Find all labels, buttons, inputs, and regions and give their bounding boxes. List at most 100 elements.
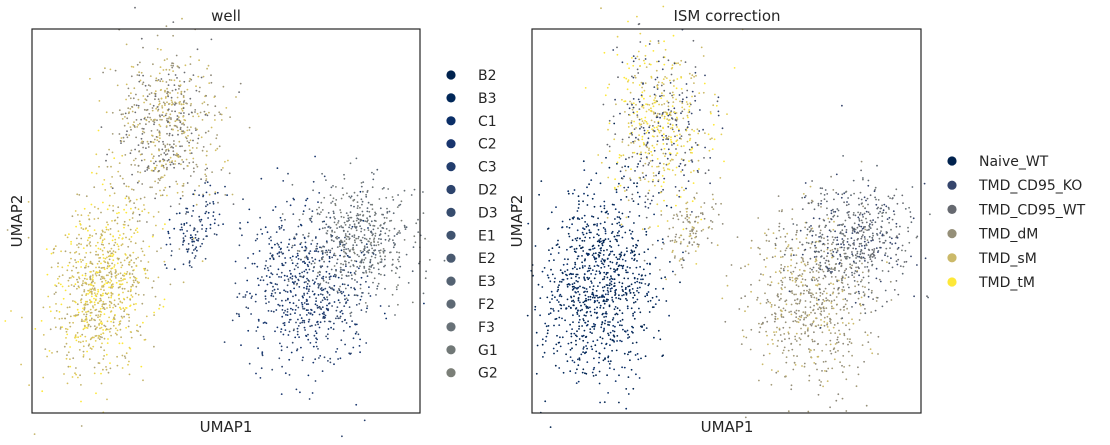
- scatter-point: [123, 226, 125, 229]
- scatter-point: [286, 308, 289, 311]
- scatter-point: [336, 290, 339, 293]
- scatter-point: [339, 317, 341, 320]
- scatter-point: [63, 345, 66, 348]
- scatter-point: [306, 263, 309, 266]
- scatter-point: [105, 293, 108, 295]
- scatter-point: [167, 149, 170, 152]
- scatter-point: [326, 230, 329, 232]
- scatter-point: [74, 210, 77, 212]
- scatter-point: [123, 274, 126, 277]
- scatter-point: [110, 247, 113, 250]
- scatter-point: [291, 255, 294, 258]
- scatter-point: [125, 307, 128, 309]
- scatter-point: [205, 154, 208, 157]
- scatter-point: [91, 235, 94, 237]
- scatter-point: [79, 341, 82, 344]
- scatter-point: [347, 275, 350, 277]
- scatter-point: [303, 286, 305, 289]
- scatter-point: [97, 253, 99, 256]
- scatter-point: [643, 62, 646, 65]
- scatter-point: [649, 40, 652, 42]
- scatter-point: [139, 325, 142, 328]
- scatter-point: [117, 170, 120, 173]
- scatter-point: [117, 248, 120, 251]
- scatter-point: [581, 325, 583, 327]
- scatter-point: [590, 282, 593, 284]
- scatter-point: [336, 237, 338, 240]
- scatter-point: [185, 213, 187, 215]
- scatter-point: [816, 279, 819, 282]
- scatter-point: [121, 154, 124, 157]
- scatter-point: [354, 260, 356, 262]
- scatter-point: [386, 207, 388, 210]
- scatter-point: [608, 83, 611, 86]
- scatter-point: [182, 239, 185, 242]
- scatter-point: [633, 311, 636, 314]
- scatter-point: [139, 122, 141, 125]
- scatter-point: [645, 66, 648, 68]
- scatter-point: [312, 270, 314, 272]
- scatter-point: [576, 313, 579, 315]
- scatter-point: [360, 309, 363, 311]
- legend-label: D3: [478, 205, 498, 221]
- scatter-point: [675, 98, 677, 101]
- scatter-point: [602, 254, 605, 256]
- scatter-point: [592, 375, 595, 377]
- scatter-point: [827, 242, 829, 245]
- scatter-point: [596, 311, 598, 314]
- scatter-point: [297, 258, 300, 260]
- scatter-point: [163, 298, 166, 301]
- scatter-point: [299, 314, 301, 316]
- scatter-point: [331, 305, 333, 307]
- scatter-point: [809, 246, 812, 249]
- scatter-point: [823, 300, 826, 302]
- scatter-point: [574, 261, 576, 264]
- scatter-point: [665, 135, 667, 137]
- scatter-point: [605, 315, 607, 318]
- scatter-point: [99, 278, 102, 280]
- scatter-point: [534, 308, 536, 311]
- scatter-point: [355, 260, 358, 263]
- scatter-point: [595, 260, 597, 263]
- scatter-point: [82, 328, 85, 331]
- scatter-point: [544, 322, 547, 325]
- scatter-point: [199, 245, 202, 248]
- scatter-point: [380, 238, 382, 241]
- scatter-point: [347, 217, 350, 220]
- scatter-point: [603, 276, 606, 278]
- scatter-point: [322, 279, 325, 282]
- scatter-point: [707, 169, 710, 172]
- scatter-point: [69, 358, 71, 360]
- scatter-point: [180, 112, 182, 115]
- scatter-point: [49, 310, 52, 313]
- scatter-point: [143, 158, 146, 161]
- scatter-point: [120, 137, 123, 139]
- scatter-point: [648, 311, 651, 313]
- scatter-point: [78, 253, 81, 255]
- scatter-point: [143, 204, 145, 206]
- scatter-point: [83, 308, 86, 311]
- scatter-point: [633, 317, 636, 320]
- scatter-point: [638, 281, 641, 284]
- scatter-point: [184, 64, 187, 67]
- scatter-point: [632, 142, 635, 144]
- scatter-point: [134, 6, 136, 9]
- scatter-point: [584, 294, 587, 297]
- scatter-point: [324, 251, 327, 254]
- scatter-point: [647, 291, 650, 293]
- scatter-point: [597, 217, 599, 220]
- scatter-point: [802, 259, 804, 261]
- scatter-point: [274, 283, 277, 285]
- scatter-point: [819, 229, 822, 232]
- scatter-point: [570, 277, 573, 279]
- scatter-point: [124, 278, 126, 280]
- scatter-point: [122, 136, 125, 139]
- scatter-point: [194, 109, 197, 111]
- scatter-point: [170, 96, 173, 99]
- scatter-point: [744, 265, 746, 268]
- scatter-point: [858, 319, 861, 321]
- scatter-point: [644, 119, 646, 122]
- scatter-point: [321, 251, 324, 254]
- scatter-point: [308, 268, 311, 271]
- scatter-point: [322, 256, 324, 258]
